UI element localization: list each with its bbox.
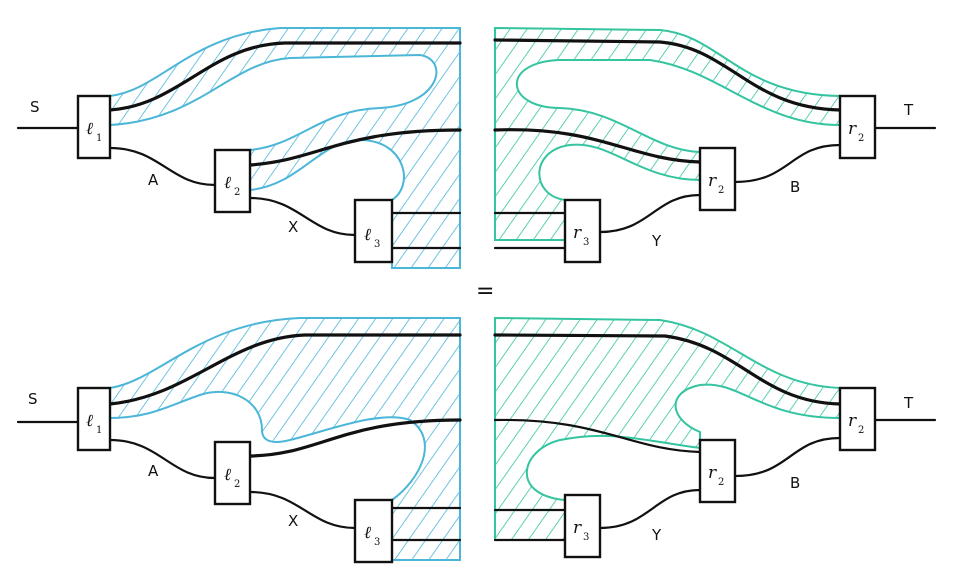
top-l1-letter: ℓ: [86, 119, 93, 139]
top-r2o-letter: r: [848, 119, 857, 139]
top-label-A: A: [148, 171, 159, 189]
bottom-right-wire-middle: [493, 418, 702, 454]
bottom-left-hatch-region: [109, 317, 461, 561]
top-label-T: T: [903, 101, 914, 119]
bottom-diagram: S A X ℓ 1 ℓ 2 ℓ 3 T B Y r: [16, 316, 937, 564]
top-right-thick-wire-upper: [493, 38, 842, 112]
bottom-wire-B: [733, 436, 842, 478]
top-label-X: X: [288, 218, 298, 236]
top-r2o-sub: 2: [858, 133, 864, 144]
bottom-l1-sub: 1: [96, 425, 102, 436]
top-right-half: T B Y r 2 r 2 r 3: [493, 26, 937, 264]
bottom-r3-sub: 3: [583, 532, 589, 543]
bottom-l3-sub: 3: [374, 537, 380, 548]
bottom-label-T: T: [903, 394, 914, 412]
bottom-right-hatch-region: [494, 316, 841, 541]
top-label-S: S: [30, 98, 40, 116]
bottom-label-S: S: [28, 390, 38, 408]
bottom-label-B: B: [790, 474, 800, 492]
bottom-l2-sub: 2: [234, 479, 240, 490]
bottom-left-thick-wire-middle: [248, 418, 462, 458]
top-r3-letter: r: [573, 223, 582, 243]
top-left-hatch-region: [109, 27, 461, 269]
bottom-wire-X: [248, 490, 357, 530]
bottom-l2-letter: ℓ: [224, 465, 231, 485]
bottom-r2i-sub: 2: [718, 477, 724, 488]
bottom-box-r2-outer: [838, 386, 877, 452]
equals-sign: =: [476, 279, 494, 304]
bottom-r2o-sub: 2: [858, 425, 864, 436]
bottom-wire-Y: [598, 488, 702, 530]
top-l1-sub: 1: [96, 133, 102, 144]
top-left-thick-wire-middle: [248, 128, 462, 167]
bottom-right-thick-wire-upper: [493, 333, 842, 406]
top-box-r2-inner: [698, 146, 737, 212]
bottom-box-l1: [76, 386, 112, 452]
top-box-r3: [563, 198, 602, 264]
top-box-l1: [76, 94, 112, 160]
bottom-label-A: A: [148, 462, 159, 480]
bottom-r2i-letter: r: [708, 463, 717, 483]
bottom-box-r3: [563, 493, 602, 559]
bottom-label-X: X: [288, 512, 298, 530]
top-r2i-letter: r: [708, 171, 717, 191]
top-left-half: S A X ℓ 1 ℓ 2 ℓ 3: [16, 27, 462, 269]
top-box-r2-outer: [838, 94, 877, 160]
top-wire-X: [248, 196, 357, 237]
bottom-right-half: T B Y r 2 r 2 r 3: [493, 316, 937, 559]
top-label-B: B: [790, 178, 800, 196]
bottom-r3-letter: r: [573, 518, 582, 538]
bottom-label-Y: Y: [651, 526, 662, 544]
top-box-l3: [353, 198, 394, 264]
top-right-hatch-region: [494, 26, 841, 241]
top-l3-sub: 3: [374, 239, 380, 250]
bottom-left-half: S A X ℓ 1 ℓ 2 ℓ 3: [16, 317, 462, 564]
top-r2i-sub: 2: [718, 185, 724, 196]
top-wire-A: [108, 146, 217, 187]
top-wire-Y: [598, 193, 702, 234]
bottom-l1-letter: ℓ: [86, 411, 93, 431]
top-box-l2: [213, 148, 252, 214]
top-left-thick-wire-upper: [108, 41, 462, 112]
bottom-r2o-letter: r: [848, 411, 857, 431]
bottom-box-l2: [213, 440, 252, 506]
top-wire-B: [733, 143, 842, 184]
top-diagram: S A X ℓ 1 ℓ 2 ℓ 3 T B Y r: [16, 26, 937, 269]
top-r3-sub: 3: [583, 237, 589, 248]
top-l2-letter: ℓ: [224, 173, 231, 193]
top-l3-letter: ℓ: [364, 225, 371, 245]
top-right-thick-wire-middle: [493, 128, 702, 164]
bottom-l3-letter: ℓ: [364, 523, 371, 543]
bottom-left-thick-wire-upper: [108, 333, 462, 406]
bottom-wire-A: [108, 438, 217, 480]
bottom-box-r2-inner: [698, 438, 737, 504]
top-label-Y: Y: [651, 232, 662, 250]
top-l2-sub: 2: [234, 187, 240, 198]
bottom-box-l3: [353, 498, 394, 564]
